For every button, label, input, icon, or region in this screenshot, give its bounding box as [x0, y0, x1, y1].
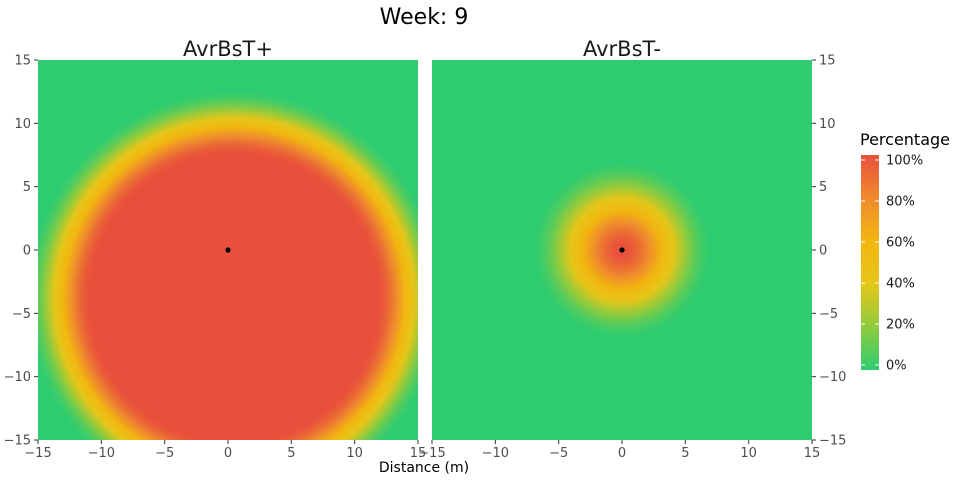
y-tick-label-left: −5: [12, 307, 31, 322]
center-point-left: [225, 247, 231, 253]
x-tick-label: 0: [618, 446, 626, 461]
legend-tick-label: 60%: [886, 236, 915, 251]
y-tick-label-right: 5: [819, 180, 827, 195]
x-tick-label: −15: [418, 446, 445, 461]
x-tick-label: 10: [740, 446, 757, 461]
x-tick-label: −10: [88, 446, 115, 461]
x-tick-label: 15: [410, 446, 427, 461]
y-tick-label-right: 15: [819, 54, 836, 69]
legend-tick-label: 100%: [886, 154, 923, 169]
x-tick-label: 10: [346, 446, 363, 461]
legend-tick-label: 40%: [886, 277, 915, 292]
x-tick-label: 15: [804, 446, 821, 461]
center-point-right: [619, 247, 625, 253]
y-tick-label-right: −10: [819, 370, 846, 385]
y-tick-label-right: −15: [819, 434, 846, 449]
legend: Percentage 100% 80% 60% 40% 20% 0%: [860, 130, 950, 374]
legend-colorbar: [861, 155, 879, 370]
legend-tick-label: 80%: [886, 195, 915, 210]
center-points: [225, 247, 625, 253]
legend-title: Percentage: [860, 130, 950, 149]
legend-tick-label: 20%: [886, 318, 915, 333]
x-tick-label: −10: [482, 446, 509, 461]
y-tick-label-right: −5: [819, 307, 838, 322]
y-tick-label-left: 0: [23, 244, 31, 259]
x-tick-label: −5: [549, 446, 568, 461]
y-tick-label-left: 10: [14, 117, 31, 132]
y-tick-label-left: −10: [4, 370, 31, 385]
panel-title-left: AvrBsT+: [183, 37, 273, 61]
x-tick-label: 5: [287, 446, 295, 461]
y-tick-label-left: −15: [4, 434, 31, 449]
legend-ticks: 100% 80% 60% 40% 20% 0%: [861, 154, 923, 374]
x-axis-label: Distance (m): [379, 460, 469, 476]
x-tick-label: 0: [224, 446, 232, 461]
y-tick-label-left: 5: [23, 180, 31, 195]
panel-title-right: AvrBsT-: [583, 37, 661, 61]
legend-tick-label: 0%: [886, 359, 907, 374]
y-tick-label-left: 15: [14, 54, 31, 69]
x-tick-label: 5: [681, 446, 689, 461]
y-tick-label-right: 0: [819, 244, 827, 259]
x-tick-label: −5: [155, 446, 174, 461]
chart-title: Week: 9: [380, 5, 469, 30]
x-tick-label: −15: [24, 446, 51, 461]
y-tick-label-right: 10: [819, 117, 836, 132]
